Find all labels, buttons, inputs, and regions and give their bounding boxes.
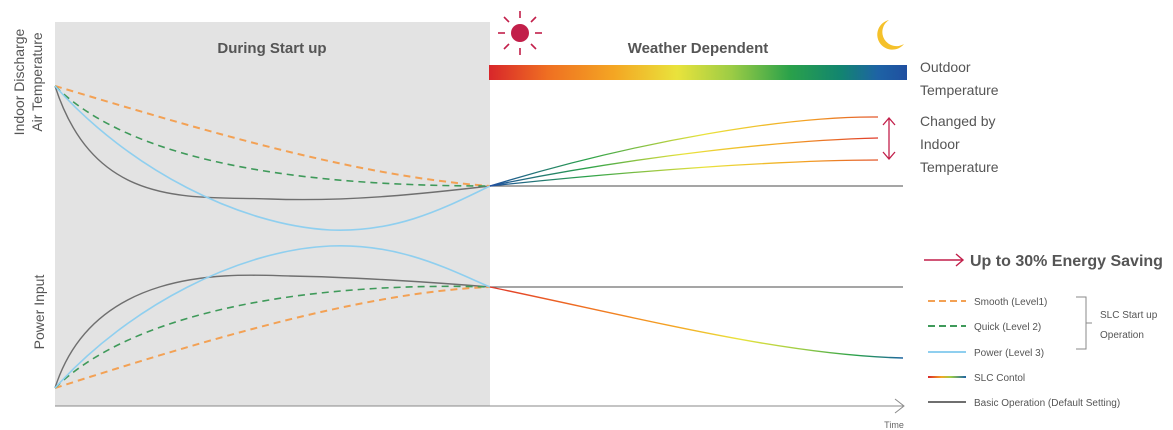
- legend: Smooth (Level1) Quick (Level 2) Power (L…: [928, 296, 1158, 409]
- outdoor-temperature-label-line2: Temperature: [920, 82, 999, 98]
- sun-icon: [498, 11, 542, 55]
- legend-group-label-line2: Operation: [1100, 330, 1144, 341]
- legend-label-basic: Basic Operation (Default Setting): [974, 398, 1120, 409]
- temp-curve-quick: [54, 85, 491, 187]
- temp-slc-curve-high: [489, 116, 879, 187]
- legend-group-bracket: [1076, 296, 1087, 350]
- power-curve-basic: [54, 274, 491, 389]
- temp-slc-curve-mid: [489, 137, 879, 187]
- temp-slc-curve-low: [489, 159, 879, 187]
- moon-icon: [877, 20, 904, 50]
- energy-saving-label: Up to 30% Energy Saving: [970, 253, 1163, 270]
- outdoor-temperature-label-line1: Outdoor: [920, 59, 971, 75]
- y-axis-top-label-line1: Indoor Discharge: [11, 28, 27, 135]
- changed-by-label-line2: Indoor: [920, 136, 960, 152]
- legend-label-quick: Quick (Level 2): [974, 322, 1041, 333]
- legend-label-power: Power (Level 3): [974, 348, 1044, 359]
- energy-saving-arrow-icon: [924, 253, 965, 267]
- legend-group-label-line1: SLC Start up: [1100, 310, 1158, 321]
- weather-panel-title: Weather Dependent: [628, 40, 769, 57]
- power-curve-smooth: [54, 286, 491, 389]
- changed-by-label-line1: Changed by: [920, 113, 996, 129]
- power-curve-power: [54, 245, 491, 389]
- changed-by-label-line3: Temperature: [920, 159, 999, 175]
- changed-range-arrow-icon: [882, 117, 896, 160]
- startup-panel-title: During Start up: [217, 40, 326, 57]
- legend-label-slc: SLC Contol: [974, 373, 1025, 384]
- time-axis-label: Time: [884, 420, 904, 430]
- temp-curve-basic: [54, 85, 491, 201]
- temp-curve-smooth: [54, 85, 491, 187]
- temp-curve-power: [54, 85, 491, 231]
- outdoor-temperature-bar: [489, 65, 907, 80]
- power-curve-quick: [54, 285, 491, 389]
- time-axis-arrow: [894, 398, 905, 414]
- y-axis-bottom-label: Power Input: [31, 275, 47, 350]
- power-slc-curve: [489, 286, 904, 359]
- legend-label-smooth: Smooth (Level1): [974, 297, 1047, 308]
- startup-panel-background: [55, 22, 490, 406]
- y-axis-top-label-line2: Air Temperature: [29, 32, 45, 132]
